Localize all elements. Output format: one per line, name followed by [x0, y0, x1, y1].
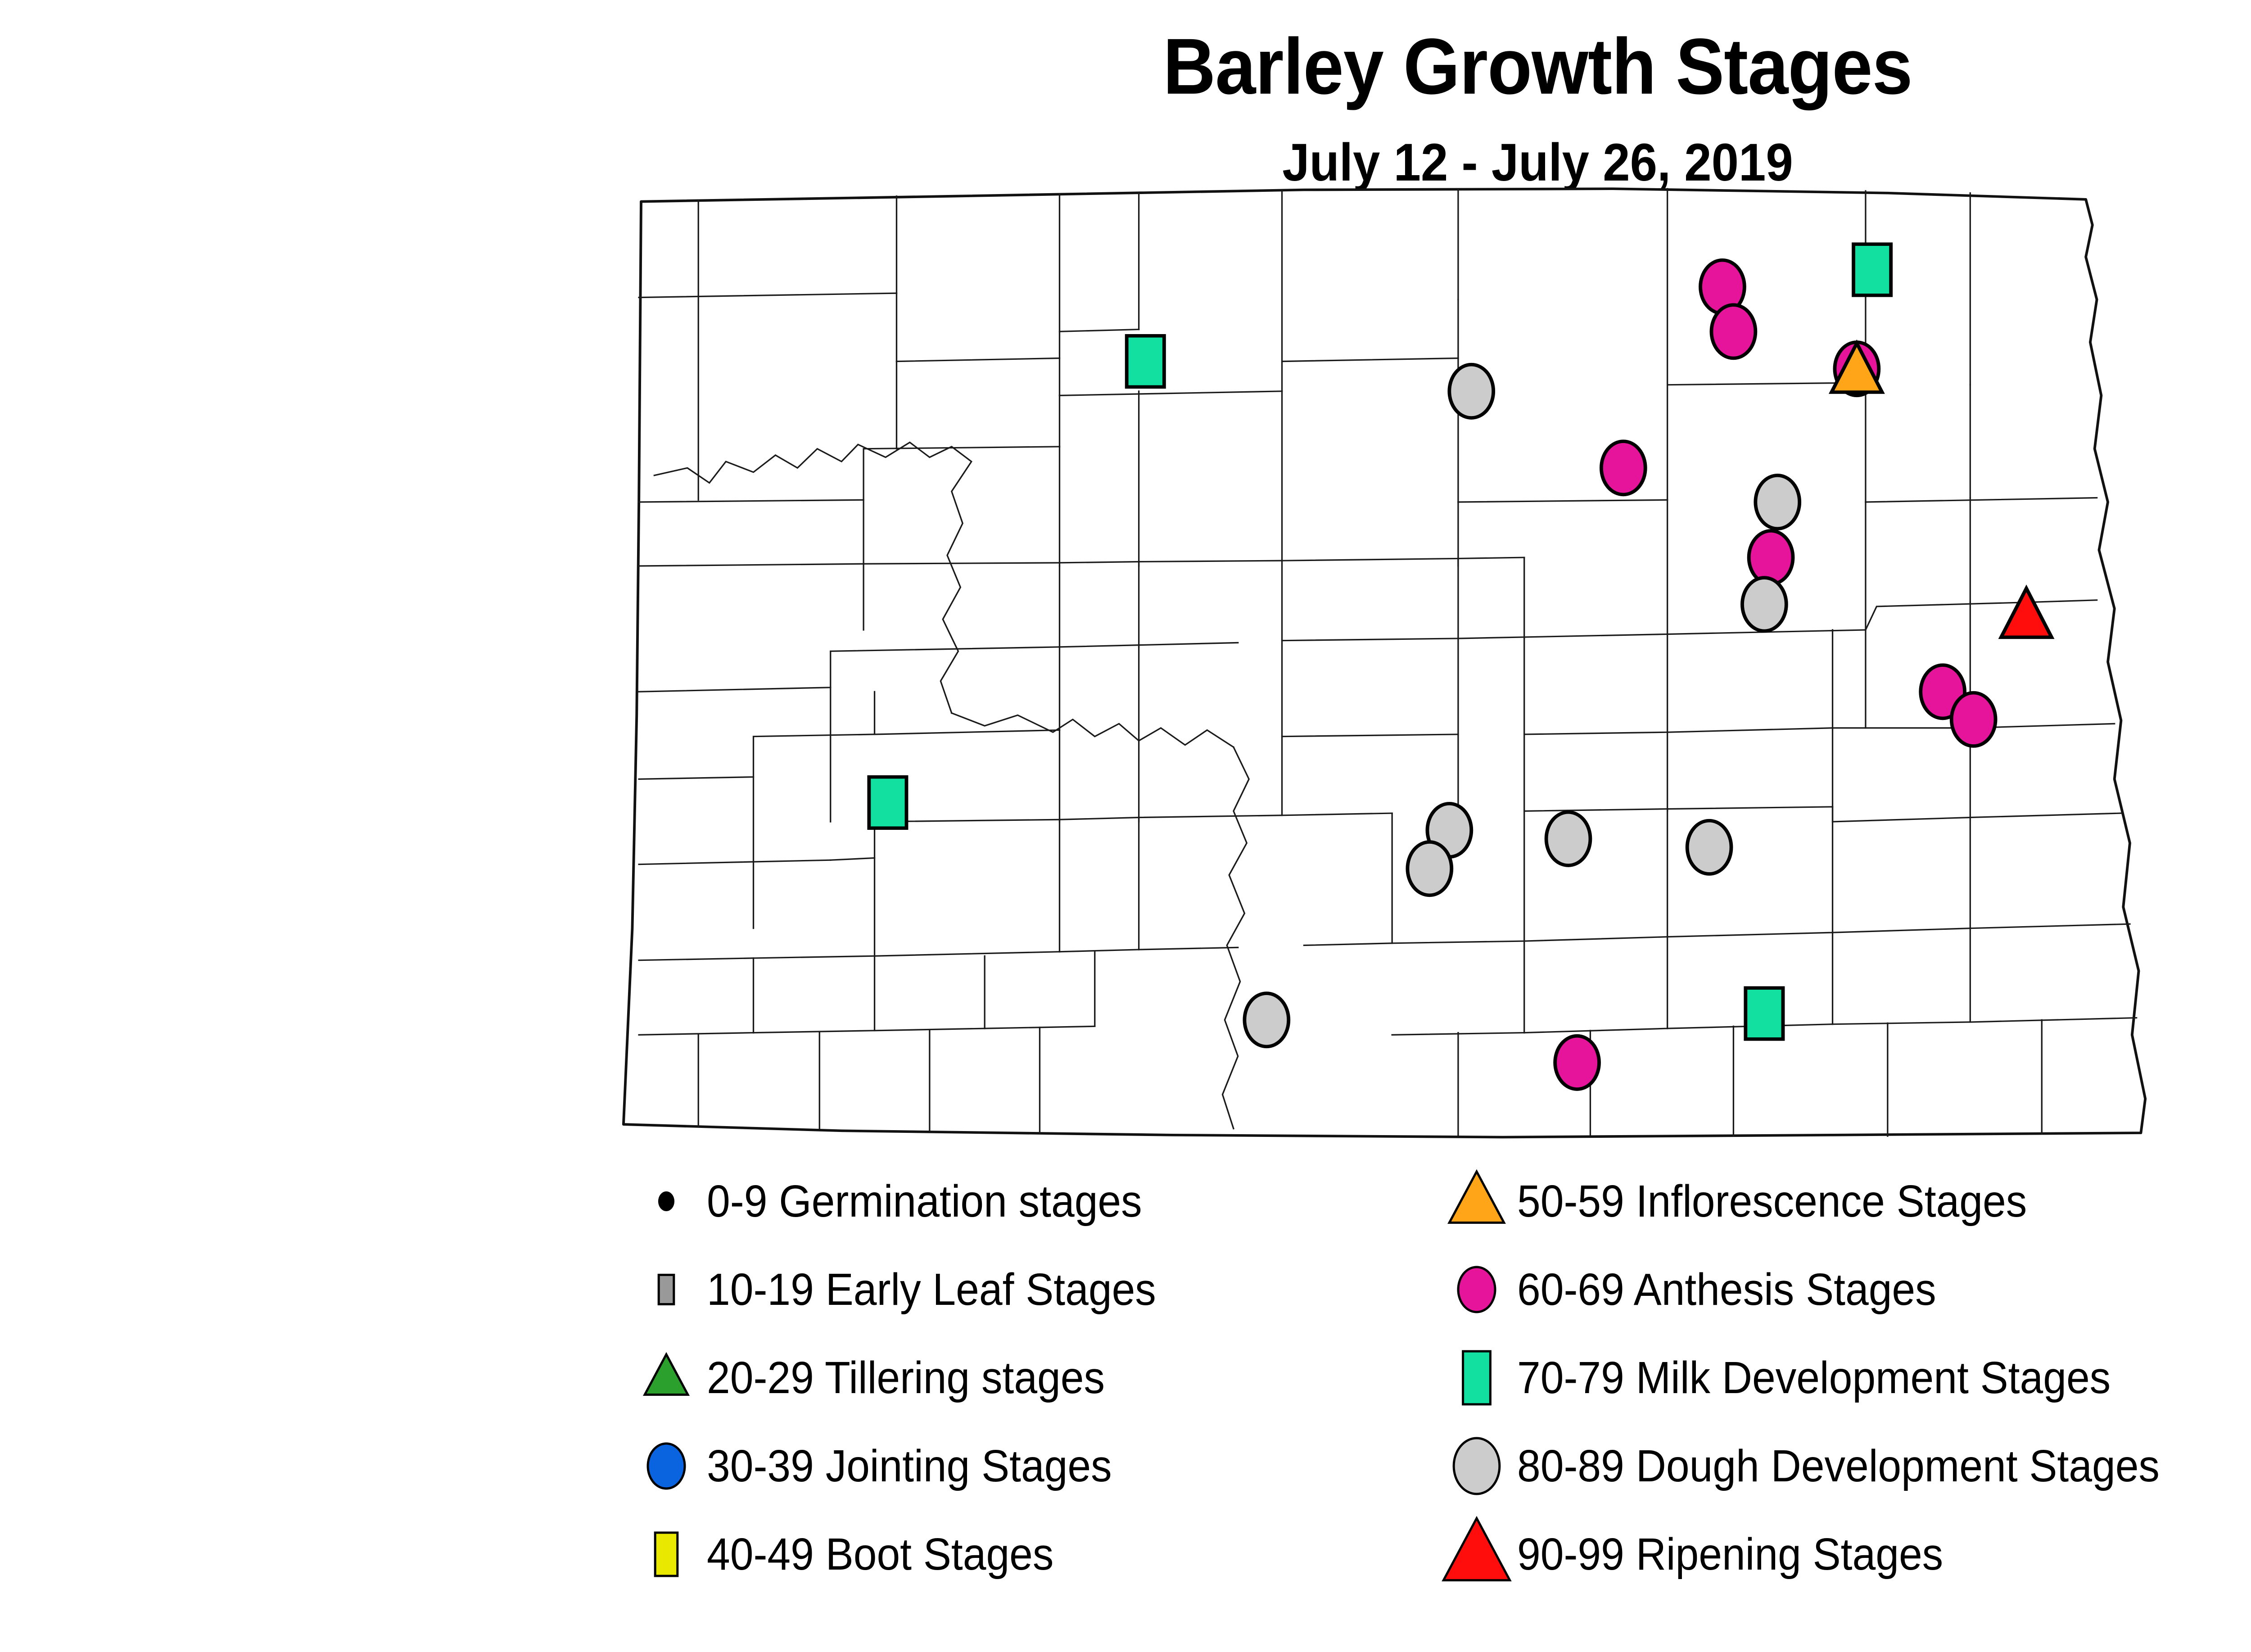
county-basemap — [622, 187, 2147, 1139]
legend-item-dough[interactable]: 80-89 Dough Development Stages — [1436, 1422, 2251, 1510]
ripening-swatch-icon — [1436, 1516, 1517, 1590]
page-title: Barley Growth Stages — [1163, 23, 1912, 111]
dough-swatch-icon — [1436, 1430, 1517, 1502]
legend-item-label: 80-89 Dough Development Stages — [1517, 1441, 2160, 1491]
legend-item-label: 0-9 Germination stages — [707, 1176, 1142, 1227]
early-leaf-swatch-icon — [626, 1254, 707, 1326]
legend-item-label: 30-39 Jointing Stages — [707, 1441, 1112, 1491]
legend-item-label: 40-49 Boot Stages — [707, 1529, 1054, 1580]
boot-swatch-icon — [626, 1518, 707, 1590]
title-block: Barley Growth Stages July 12 - July 26, … — [0, 0, 2251, 189]
legend-item-label: 90-99 Ripening Stages — [1517, 1529, 1944, 1580]
legend-item-label: 70-79 Milk Development Stages — [1517, 1353, 2111, 1403]
legend-column-left: 0-9 Germination stages 10-19 Early Leaf S… — [626, 1157, 1301, 1598]
legend-item-ripening[interactable]: 90-99 Ripening Stages — [1436, 1510, 2251, 1598]
tillering-swatch-icon — [626, 1342, 707, 1414]
germination-swatch-icon — [626, 1165, 707, 1237]
north-dakota-map[interactable] — [621, 182, 2251, 1141]
legend: 0-9 Germination stages 10-19 Early Leaf S… — [626, 1157, 2251, 1612]
legend-item-anthesis[interactable]: 60-69 Anthesis Stages — [1436, 1245, 2251, 1334]
legend-item-label: 50-59 Inflorescence Stages — [1517, 1176, 2027, 1227]
jointing-swatch-icon — [626, 1430, 707, 1502]
legend-item-label: 60-69 Anthesis Stages — [1517, 1264, 1936, 1315]
legend-item-inflorescence[interactable]: 50-59 Inflorescence Stages — [1436, 1157, 2251, 1245]
legend-column-right: 50-59 Inflorescence Stages 60-69 Anthesis… — [1436, 1157, 2251, 1598]
page-subtitle: July 12 - July 26, 2019 — [1282, 133, 1793, 192]
legend-item-tillering[interactable]: 20-29 Tillering stages — [626, 1334, 1301, 1422]
inflorescence-swatch-icon — [1436, 1165, 1517, 1237]
anthesis-swatch-icon — [1436, 1254, 1517, 1326]
legend-item-milk[interactable]: 70-79 Milk Development Stages — [1436, 1334, 2251, 1422]
milk-swatch-icon — [1436, 1342, 1517, 1414]
legend-item-label: 10-19 Early Leaf Stages — [707, 1264, 1156, 1315]
legend-item-germination[interactable]: 0-9 Germination stages — [626, 1157, 1301, 1245]
legend-item-early-leaf[interactable]: 10-19 Early Leaf Stages — [626, 1245, 1301, 1334]
legend-item-boot[interactable]: 40-49 Boot Stages — [626, 1510, 1301, 1598]
legend-item-jointing[interactable]: 30-39 Jointing Stages — [626, 1422, 1301, 1510]
legend-item-label: 20-29 Tillering stages — [707, 1353, 1105, 1403]
